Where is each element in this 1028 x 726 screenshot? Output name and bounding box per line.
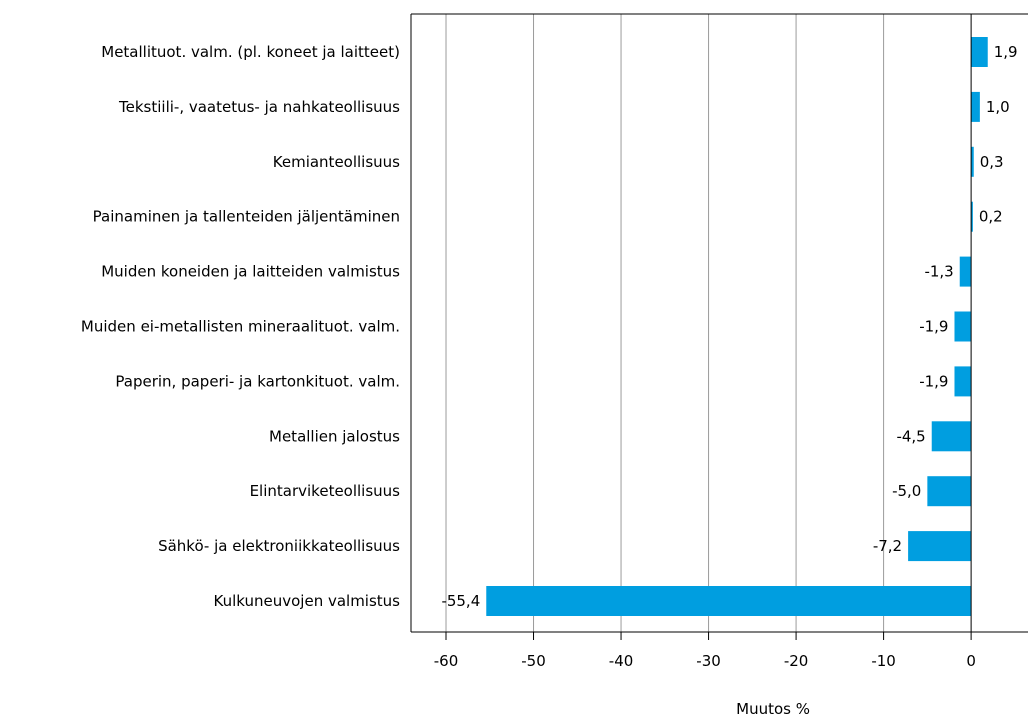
data-label: -7,2 <box>873 537 902 555</box>
bar <box>954 311 972 342</box>
bar <box>959 256 972 287</box>
bar <box>931 421 972 452</box>
category-label: Painaminen ja tallenteiden jäljentäminen <box>93 208 400 226</box>
data-label: -1,3 <box>924 263 953 281</box>
data-label: -4,5 <box>896 427 925 445</box>
category-label: Muiden koneiden ja laitteiden valmistus <box>101 263 400 281</box>
data-label: -1,9 <box>919 372 948 390</box>
frame-layer <box>410 13 1028 640</box>
category-label: Elintarviketeollisuus <box>250 482 401 500</box>
data-label: 0,3 <box>980 153 1004 171</box>
x-tick-label: -10 <box>871 652 896 670</box>
bar <box>971 146 974 177</box>
bar <box>908 531 972 562</box>
category-label: Tekstiili-, vaatetus- ja nahkateollisuus <box>118 98 400 116</box>
bar <box>927 476 972 507</box>
category-label: Kulkuneuvojen valmistus <box>214 592 401 610</box>
bar <box>971 91 980 122</box>
x-tick-label: -30 <box>696 652 721 670</box>
data-label: -1,9 <box>919 318 948 336</box>
x-tick-label: -50 <box>521 652 546 670</box>
x-axis-title: Muutos % <box>736 700 810 718</box>
bar <box>971 201 973 232</box>
category-label: Metallituot. valm. (pl. koneet ja laitte… <box>101 43 400 61</box>
bar <box>954 366 972 397</box>
x-tick-label: -60 <box>434 652 459 670</box>
data-label: -5,0 <box>892 482 921 500</box>
bars-layer <box>486 37 988 616</box>
category-label: Metallien jalostus <box>269 427 400 445</box>
labels-layer: Metallituot. valm. (pl. koneet ja laitte… <box>81 43 1018 670</box>
x-tick-label: -40 <box>609 652 634 670</box>
x-tick-label: -20 <box>784 652 809 670</box>
data-label: 1,9 <box>994 43 1018 61</box>
category-label: Kemianteollisuus <box>273 153 400 171</box>
data-label: -55,4 <box>441 592 480 610</box>
category-label: Sähkö- ja elektroniikkateollisuus <box>158 537 400 555</box>
bar <box>971 37 988 67</box>
category-label: Paperin, paperi- ja kartonkituot. valm. <box>115 372 400 390</box>
bar <box>486 586 972 616</box>
data-label: 1,0 <box>986 98 1010 116</box>
x-tick-label: 0 <box>966 652 976 670</box>
grid-layer <box>445 14 885 632</box>
category-label: Muiden ei-metallisten mineraalituot. val… <box>81 318 400 336</box>
data-label: 0,2 <box>979 208 1003 226</box>
